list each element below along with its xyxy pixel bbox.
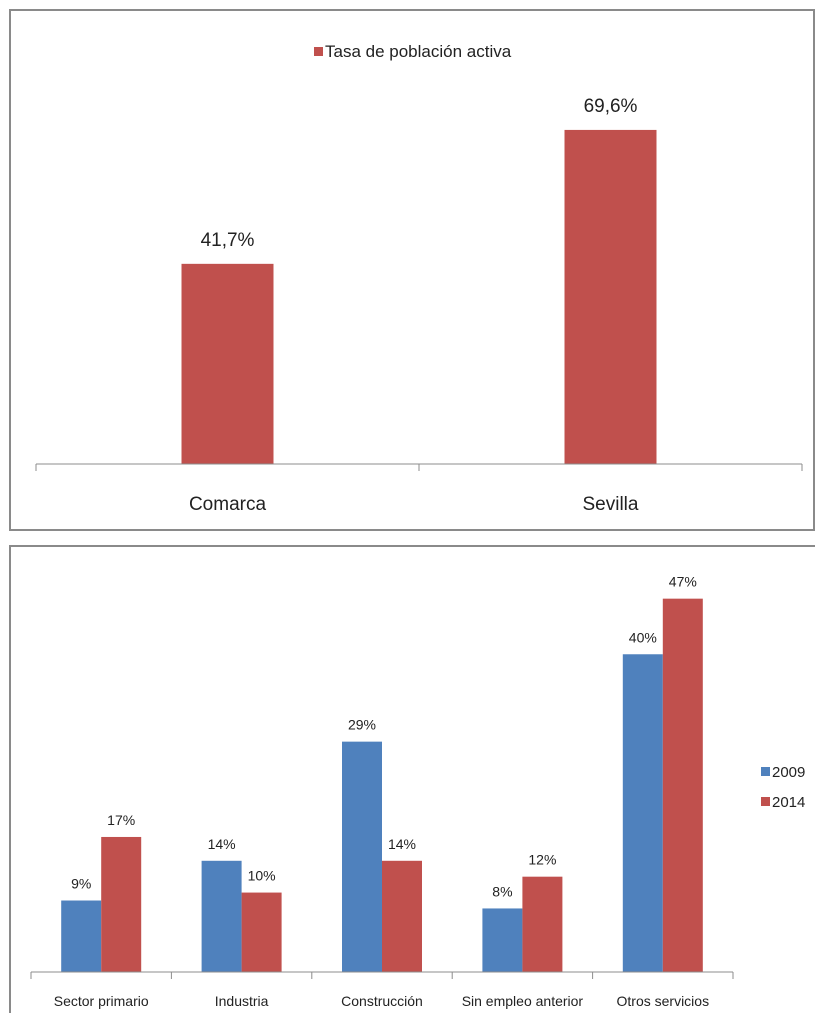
- data-label-sector-primario-2009: 9%: [71, 876, 91, 892]
- bar-sin-empleo-anterior-2009: [482, 908, 523, 972]
- data-label-construccion-2014: 14%: [388, 836, 416, 852]
- legend-swatch-activity-rate: [314, 47, 323, 56]
- bar-otros-servicios-2009: [622, 654, 663, 972]
- x-tick-label-construccion: Construcción: [341, 993, 423, 1009]
- chart-activity-rate: Tasa de población activa 41,7% Comarca 69,6…: [9, 9, 815, 531]
- bar-sector-primario-2014: [101, 836, 142, 972]
- bar-sector-primario-2009: [61, 900, 102, 972]
- legend-swatch-2014: [761, 797, 770, 806]
- bar-construccion-2014: [382, 860, 422, 972]
- data-label-industria-2014: 10%: [248, 868, 276, 884]
- x-tick-label-sevilla: Sevilla: [583, 494, 639, 515]
- data-label-otros-servicios-2014: 47%: [669, 574, 697, 590]
- data-label-otros-servicios-2009: 40%: [629, 629, 657, 645]
- chart-activity-rate-plot: Tasa de población activa 41,7% Comarca 69,6…: [35, 42, 803, 515]
- chart-sector-unemployment: 9% 17% Sector primario 14% 10% Industria 29% 14…: [9, 545, 815, 1013]
- x-tick-label-sin-empleo-anterior: Sin empleo anterior: [462, 993, 584, 1009]
- legend-label-2009: 2009: [772, 764, 805, 781]
- bar-sevilla: [564, 129, 657, 465]
- data-label-sector-primario-2014: 17%: [107, 812, 135, 828]
- bar-otros-servicios-2014: [662, 598, 703, 972]
- data-label-comarca: 41,7%: [201, 230, 255, 251]
- bar-sin-empleo-anterior-2014: [522, 876, 563, 972]
- bar-construccion-2009: [342, 741, 382, 972]
- bar-comarca: [181, 263, 274, 464]
- chart-sector-unemployment-plot: 9% 17% Sector primario 14% 10% Industria 29% 14…: [30, 574, 805, 1009]
- data-label-construccion-2009: 29%: [348, 717, 376, 733]
- legend-swatch-2009: [761, 767, 770, 776]
- bar-industria-2014: [241, 892, 282, 972]
- x-tick-label-sector-primario: Sector primario: [54, 993, 149, 1009]
- x-tick-label-comarca: Comarca: [189, 494, 267, 515]
- x-tick-label-otros-servicios: Otros servicios: [617, 993, 710, 1009]
- data-label-industria-2009: 14%: [208, 836, 236, 852]
- x-tick-label-industria: Industria: [215, 993, 269, 1009]
- bar-industria-2009: [201, 860, 242, 972]
- legend-label-activity-rate: Tasa de población activa: [325, 42, 512, 61]
- data-label-sin-empleo-anterior-2009: 8%: [492, 883, 512, 899]
- legend-label-2014: 2014: [772, 794, 805, 811]
- data-label-sin-empleo-anterior-2014: 12%: [528, 852, 556, 868]
- data-label-sevilla: 69,6%: [584, 96, 638, 117]
